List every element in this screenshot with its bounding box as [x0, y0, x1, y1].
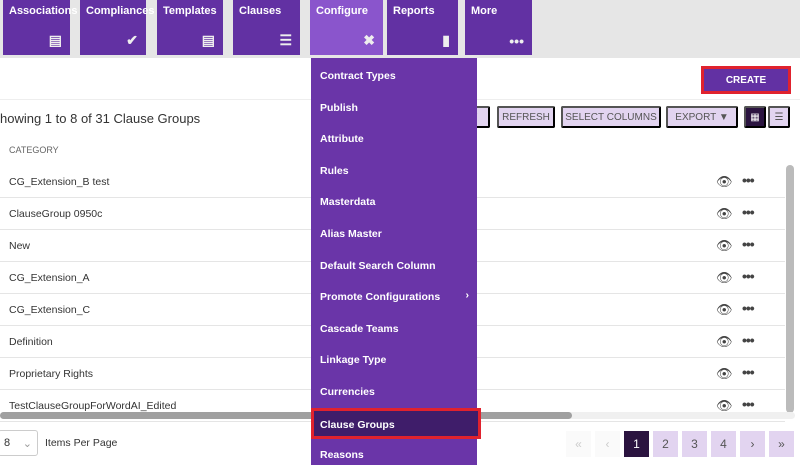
page-button[interactable]: 2: [653, 431, 678, 457]
nav-tab-reports[interactable]: Reports ▮: [387, 0, 458, 55]
chevron-down-icon: ⌄: [22, 437, 32, 450]
menu-item-label: Cascade Teams: [320, 322, 399, 335]
menu-item-label: Reasons: [320, 449, 364, 462]
vertical-scrollbar[interactable]: [786, 165, 794, 413]
menu-item-label: Masterdata: [320, 196, 376, 209]
items-per-page-select[interactable]: 8 ⌄: [0, 430, 38, 456]
menu-item-label: Linkage Type: [320, 354, 387, 367]
nav-tab-label: More: [471, 5, 498, 17]
more-actions-icon[interactable]: •••: [742, 396, 755, 412]
category-cell: Proprietary Rights: [9, 368, 94, 380]
menu-item-promote-configurations[interactable]: Promote Configurations ›: [311, 281, 477, 312]
nav-tab-label: Reports: [393, 5, 435, 17]
eye-icon[interactable]: 👁: [716, 366, 733, 381]
more-icon: •••: [509, 33, 524, 49]
lines-icon: ☰: [279, 32, 292, 48]
page-button[interactable]: ‹: [595, 431, 620, 457]
menu-item-clause-groups[interactable]: Clause Groups: [311, 407, 481, 439]
column-header-category[interactable]: CATEGORY: [9, 145, 59, 155]
nav-tab-compliances[interactable]: Compliances ✔: [80, 0, 154, 55]
export-button[interactable]: EXPORT ▼: [666, 106, 738, 128]
refresh-button[interactable]: REFRESH: [497, 106, 555, 128]
nav-tab-label: Associations: [9, 5, 78, 17]
page-button[interactable]: 4: [711, 431, 736, 457]
eye-icon[interactable]: 👁: [716, 302, 733, 317]
double-check-icon: ✔: [126, 32, 138, 48]
category-cell: New: [9, 240, 31, 252]
menu-item-label: Publish: [320, 101, 358, 114]
nav-tab-label: Clauses: [239, 5, 282, 17]
per-page-value: 8: [4, 437, 11, 449]
more-actions-icon[interactable]: •••: [742, 364, 755, 380]
nav-tab-label: Configure: [316, 5, 368, 17]
select-columns-button[interactable]: SELECT COLUMNS: [561, 106, 661, 128]
menu-item-label: Promote Configurations: [320, 291, 441, 304]
page-button[interactable]: 1: [624, 431, 649, 457]
top-nav: Associations ▤ Compliances ✔ Templates ▤ Claus…: [0, 0, 800, 58]
eye-icon[interactable]: 👁: [716, 334, 733, 349]
items-per-page-label: Items Per Page: [45, 437, 118, 449]
nav-tab-more[interactable]: More •••: [465, 0, 532, 55]
menu-item-contract-types[interactable]: Contract Types: [311, 60, 477, 91]
category-cell: CG_Extension_A: [9, 272, 90, 284]
menu-item-default-search-column[interactable]: Default Search Column: [311, 250, 477, 281]
menu-item-label: Contract Types: [320, 70, 396, 82]
menu-item-label: Currencies: [320, 386, 375, 398]
grid-view-icon[interactable]: ▦: [744, 106, 766, 128]
nav-tab-label: Compliances: [86, 5, 155, 17]
category-cell: CG_Extension_B test: [9, 176, 110, 188]
menu-item-attribute[interactable]: Attribute: [311, 123, 477, 154]
menu-item-rules[interactable]: Rules: [311, 155, 477, 186]
horizontal-scroll-thumb[interactable]: [0, 412, 572, 419]
nav-tab-clauses[interactable]: Clauses ☰: [233, 0, 300, 55]
more-actions-icon[interactable]: •••: [742, 300, 755, 316]
menu-item-reasons[interactable]: Reasons: [311, 439, 477, 470]
menu-item-label: Clause Groups: [320, 418, 395, 431]
more-actions-icon[interactable]: •••: [742, 204, 755, 220]
menu-item-alias-master[interactable]: Alias Master: [311, 218, 477, 249]
eye-icon[interactable]: 👁: [716, 174, 733, 189]
category-cell: CG_Extension_C: [9, 304, 91, 316]
more-actions-icon[interactable]: •••: [742, 172, 755, 188]
list-view-icon[interactable]: ☰: [768, 106, 790, 128]
menu-item-label: Default Search Column: [320, 259, 436, 272]
nav-tab-templates[interactable]: Templates ▤: [157, 0, 223, 55]
tools-icon: ✖: [363, 32, 375, 48]
document-icon: ▤: [48, 32, 62, 48]
eye-icon[interactable]: 👁: [716, 238, 733, 253]
category-cell: TestClauseGroupForWordAI_Edited: [9, 400, 177, 412]
category-cell: ClauseGroup 0950c: [9, 208, 103, 220]
eye-icon[interactable]: 👁: [716, 206, 733, 221]
results-count: howing 1 to 8 of 31 Clause Groups: [0, 111, 201, 126]
page-button[interactable]: »: [769, 431, 794, 457]
menu-item-label: Rules: [320, 164, 349, 177]
create-button[interactable]: CREATE: [701, 66, 791, 94]
template-icon: ▤: [201, 32, 215, 48]
menu-item-cascade-teams[interactable]: Cascade Teams: [311, 313, 477, 344]
clipboard-icon: ▮: [442, 32, 450, 48]
category-cell: Definition: [9, 336, 53, 348]
menu-item-label: Attribute: [320, 133, 364, 146]
nav-tab-configure[interactable]: Configure ✖: [310, 0, 383, 55]
page-button[interactable]: «: [566, 431, 591, 457]
nav-tab-label: Templates: [163, 5, 217, 17]
configure-dropdown: Contract Types Publish Attribute Rules Maste…: [311, 58, 481, 465]
menu-item-label: Alias Master: [320, 228, 382, 240]
eye-icon[interactable]: 👁: [716, 398, 733, 413]
menu-item-masterdata[interactable]: Masterdata: [311, 186, 477, 217]
more-actions-icon[interactable]: •••: [742, 268, 755, 284]
menu-item-currencies[interactable]: Currencies: [311, 376, 477, 407]
menu-item-linkage-type[interactable]: Linkage Type: [311, 344, 477, 375]
more-actions-icon[interactable]: •••: [742, 236, 755, 252]
menu-item-publish[interactable]: Publish: [311, 92, 477, 123]
page-button[interactable]: ›: [740, 431, 765, 457]
more-actions-icon[interactable]: •••: [742, 332, 755, 348]
chevron-right-icon: ›: [465, 289, 470, 302]
page-button[interactable]: 3: [682, 431, 707, 457]
eye-icon[interactable]: 👁: [716, 270, 733, 285]
nav-tab-associations[interactable]: Associations ▤: [3, 0, 77, 55]
